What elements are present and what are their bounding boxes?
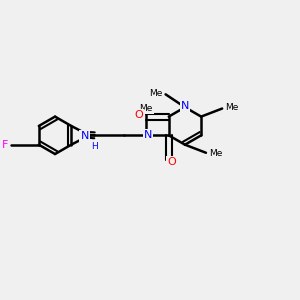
Text: H: H	[91, 142, 98, 151]
Text: O: O	[134, 110, 143, 120]
Text: F: F	[2, 140, 8, 150]
Text: N: N	[181, 101, 189, 111]
Text: Me: Me	[225, 103, 238, 112]
Text: N: N	[80, 130, 89, 141]
Text: Me: Me	[140, 104, 153, 113]
Text: N: N	[144, 130, 152, 140]
Text: Me: Me	[209, 149, 222, 158]
Text: Me: Me	[149, 89, 163, 98]
Text: O: O	[167, 158, 176, 167]
